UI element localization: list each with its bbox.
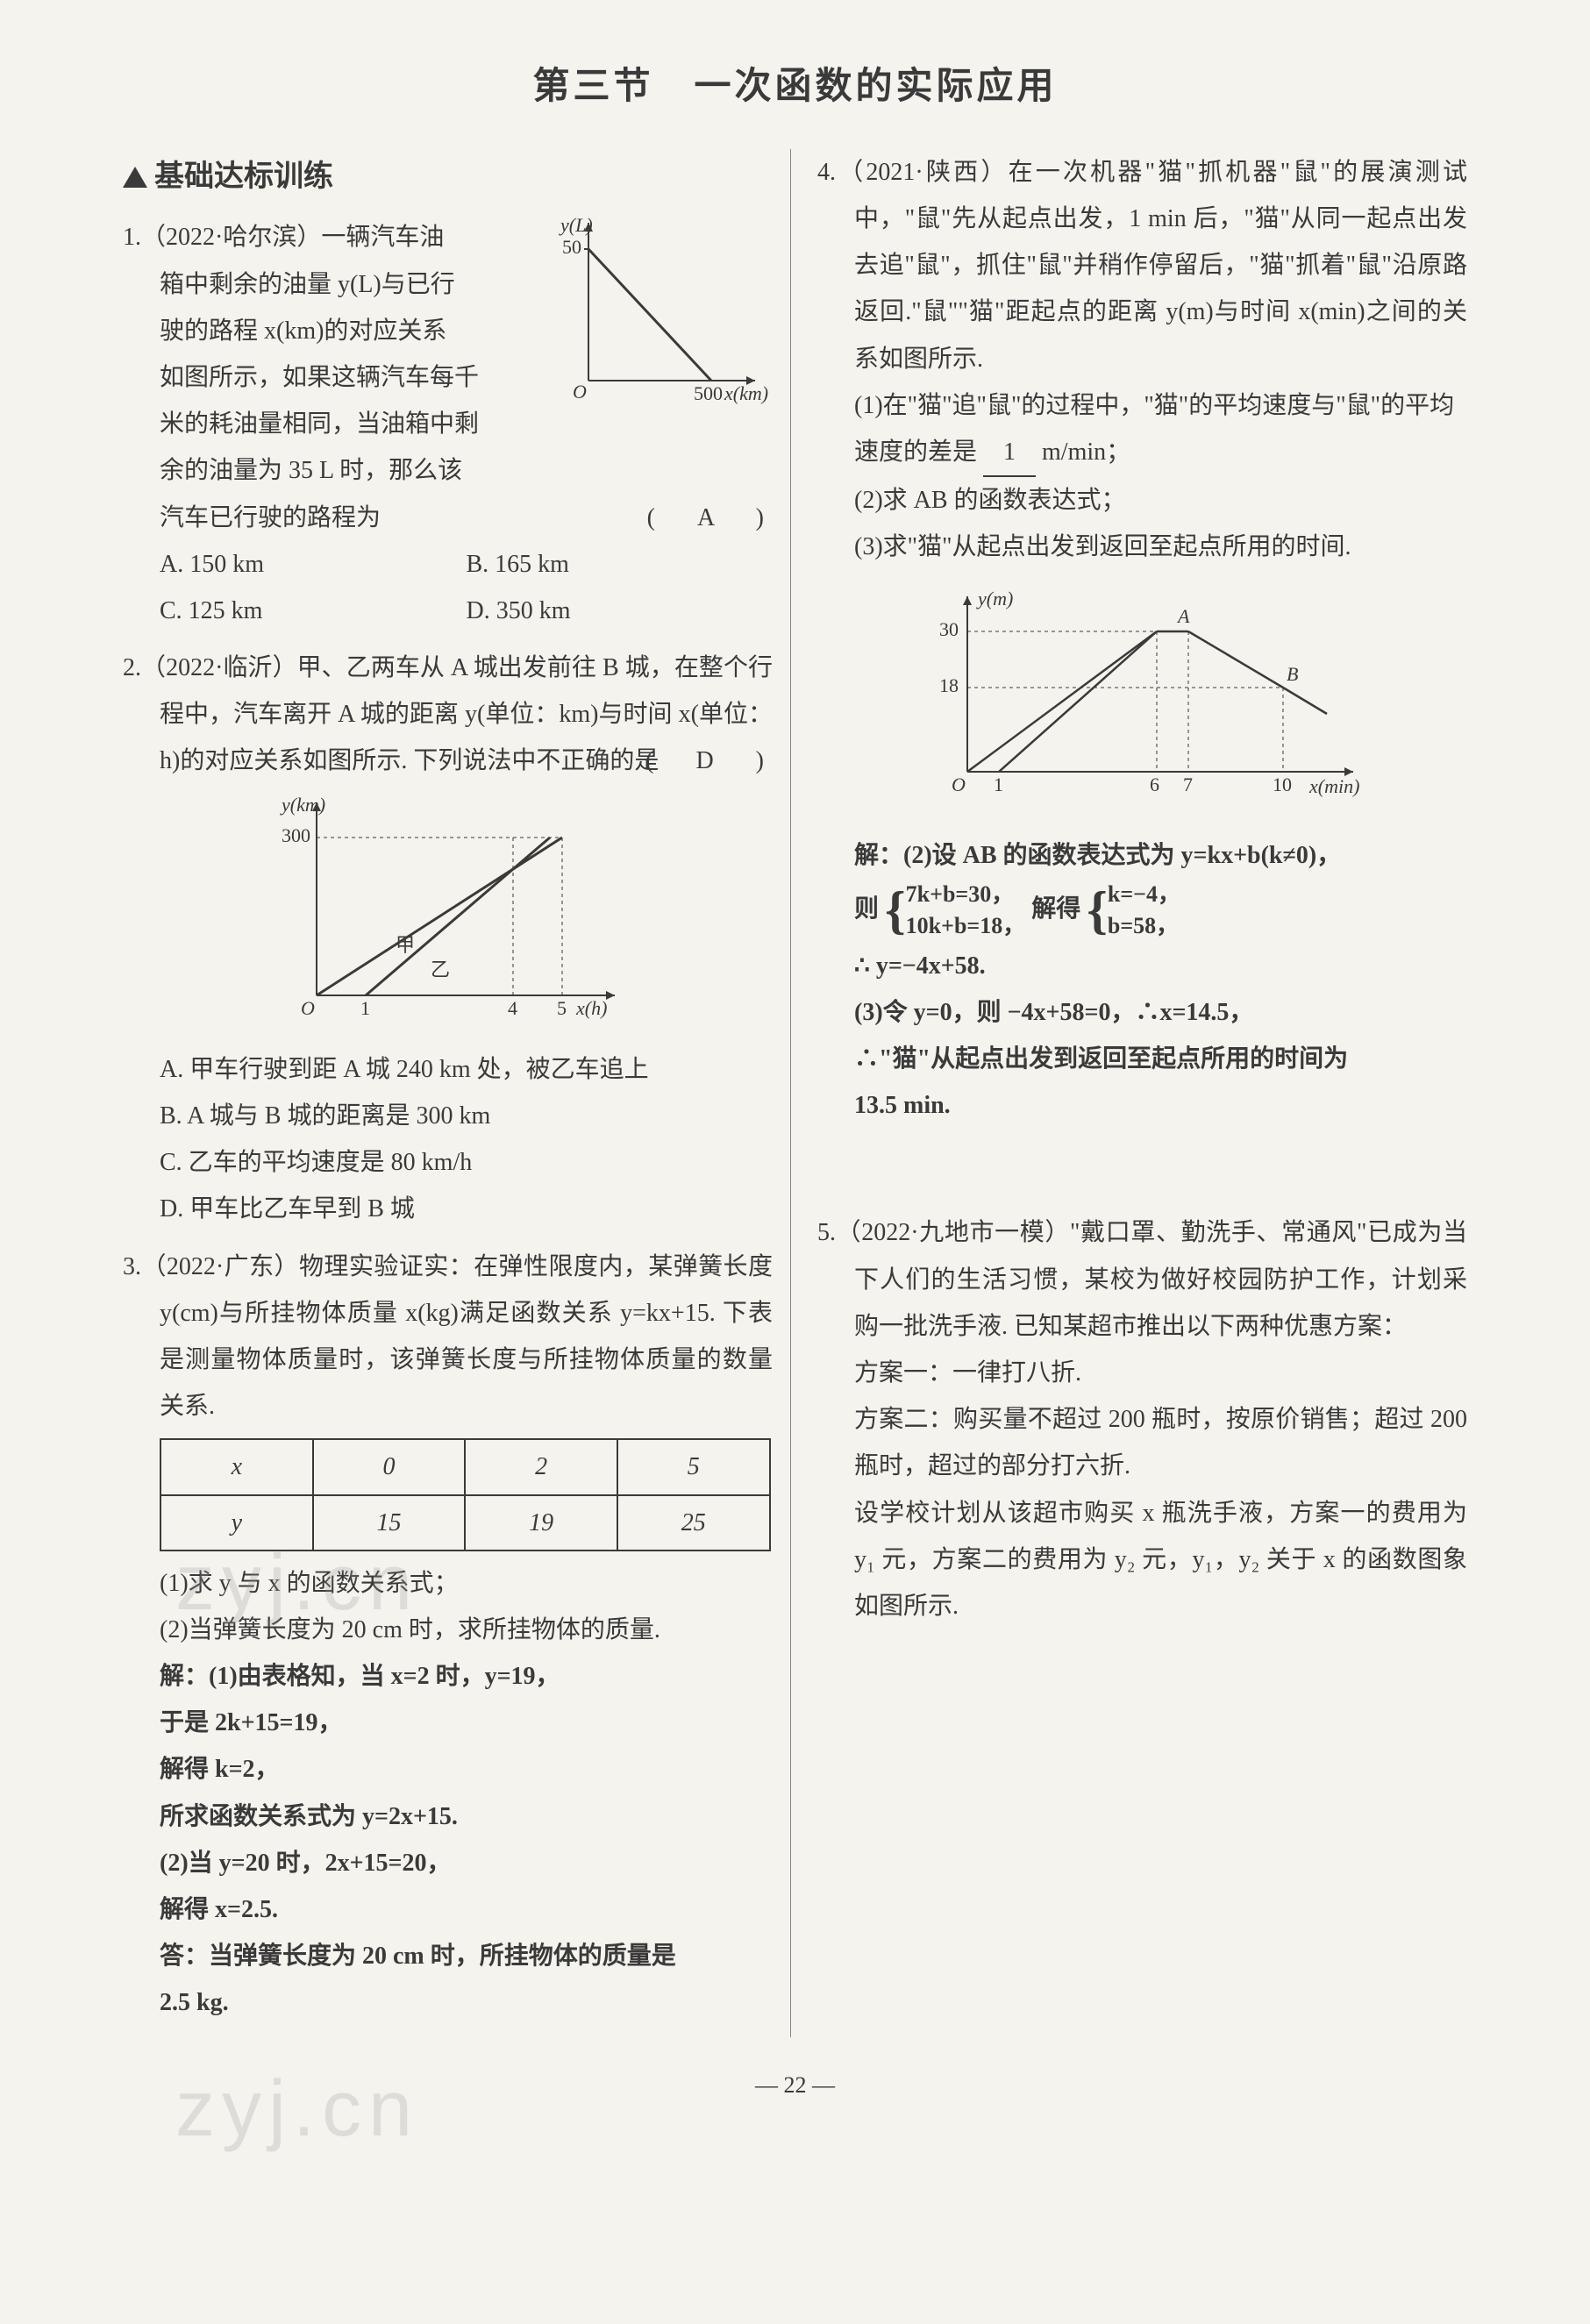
q4-text: 4.（2021·陕西）在一次机器"猫"抓机器"鼠"的展演测试中，"鼠"先从起点出…	[817, 149, 1467, 382]
sol-line: 解：(1)由表格知，当 x=2 时，y=19，	[123, 1653, 773, 1700]
option: D. 350 km	[467, 588, 774, 634]
q2-chart: 300 O 1 4 5 x(h) y(km) 甲 乙	[123, 785, 773, 1046]
right-column: 4.（2021·陕西）在一次机器"猫"抓机器"鼠"的展演测试中，"鼠"先从起点出…	[809, 149, 1467, 2037]
q1-line: 驶的路程 x(km)的对应关系	[123, 308, 545, 354]
section-header-basic: 基础达标训练	[123, 149, 773, 206]
sol-line: 13.5 min.	[817, 1082, 1467, 1129]
svg-text:O: O	[952, 773, 966, 795]
option: C. 125 km	[160, 588, 467, 634]
svg-text:5: 5	[557, 997, 567, 1019]
option: A. 甲车行驶到距 A 城 240 km 处，被乙车追上	[123, 1046, 773, 1093]
q1-line: 余的油量为 35 L 时，那么该	[123, 447, 545, 494]
q3-text: 3.（2022·广东）物理实验证实：在弹性限度内，某弹簧长度 y(cm)与所挂物…	[123, 1244, 773, 1430]
svg-text:x(min): x(min)	[1308, 775, 1359, 797]
q4-chart: 30 18 O 1 6 7 10 x(min) y(m) A B	[817, 579, 1467, 823]
sol-line: 于是 2k+15=19，	[123, 1700, 773, 1746]
sol-line: 解得 k=2，	[123, 1746, 773, 1793]
sol-line: 解得 x=2.5.	[123, 1886, 773, 1933]
q4-sub3: (3)求"猫"从起点出发到返回至起点所用的时间.	[817, 524, 1467, 570]
left-column: 基础达标训练 1.（2022·哈尔滨）一辆汽车油 箱中剩余的油量 y(L)与已行…	[123, 149, 791, 2037]
triangle-icon	[123, 167, 147, 188]
svg-text:O: O	[301, 997, 315, 1019]
svg-text:B: B	[1287, 663, 1298, 685]
option: B. A 城与 B 城的距离是 300 km	[123, 1093, 773, 1139]
q5-text: 5.（2022·九地市一模）"戴口罩、勤洗手、常通风"已成为当下人们的生活习惯，…	[817, 1209, 1467, 1350]
chart-xlabel: 500	[694, 382, 723, 404]
q2-answer: ( D )	[682, 738, 773, 784]
section-header-text: 基础达标训练	[154, 149, 333, 206]
sol-line: ∴ y=−4x+58.	[817, 943, 1467, 989]
q3-sub1: (1)求 y 与 x 的函数关系式；	[123, 1560, 773, 1607]
q1-chart: 50 500 O y(L) x(km)	[553, 214, 773, 494]
sol-line: 2.5 kg.	[123, 1979, 773, 2026]
svg-text:7: 7	[1183, 773, 1193, 795]
q4-sub2: (2)求 AB 的函数表达式；	[817, 477, 1467, 524]
question-3: 3.（2022·广东）物理实验证实：在弹性限度内，某弹簧长度 y(cm)与所挂物…	[123, 1244, 773, 2027]
svg-text:30: 30	[939, 618, 959, 640]
svg-text:6: 6	[1150, 773, 1159, 795]
sol-line: 答：当弹簧长度为 20 cm 时，所挂物体的质量是	[123, 1933, 773, 1979]
svg-text:y(L): y(L)	[559, 214, 593, 236]
chart-ylabel: 50	[562, 236, 581, 258]
watermark: zyj.cn	[175, 2035, 419, 2185]
q1-line: 1.（2022·哈尔滨）一辆汽车油	[123, 214, 545, 260]
q3-sub2: (2)当弹簧长度为 20 cm 时，求所挂物体的质量.	[123, 1607, 773, 1653]
sol-line: ∴"猫"从起点出发到返回至起点所用的时间为	[817, 1036, 1467, 1082]
question-1: 1.（2022·哈尔滨）一辆汽车油 箱中剩余的油量 y(L)与已行 驶的路程 x…	[123, 214, 773, 634]
page-title: 第三节 一次函数的实际应用	[123, 53, 1467, 123]
svg-text:1: 1	[994, 773, 1003, 795]
q3-table: x 0 2 5 y 15 19 25	[160, 1438, 771, 1551]
svg-text:乙: 乙	[431, 959, 450, 980]
svg-text:A: A	[1176, 605, 1190, 627]
svg-text:1: 1	[360, 997, 370, 1019]
q5-plan1: 方案一：一律打八折.	[817, 1350, 1467, 1396]
svg-text:300: 300	[282, 824, 310, 846]
svg-text:10: 10	[1273, 773, 1292, 795]
q1-line: 汽车已行驶的路程为	[160, 504, 381, 531]
question-5: 5.（2022·九地市一模）"戴口罩、勤洗手、常通风"已成为当下人们的生活习惯，…	[817, 1209, 1467, 1629]
option: B. 165 km	[467, 541, 774, 588]
option: D. 甲车比乙车早到 B 城	[123, 1186, 773, 1232]
svg-text:甲: 甲	[396, 934, 415, 956]
svg-text:4: 4	[508, 997, 517, 1019]
q1-options: A. 150 km B. 165 km C. 125 km D. 350 km	[123, 541, 773, 634]
svg-text:y(km): y(km)	[280, 794, 325, 816]
sol-line: 所求函数关系式为 y=2x+15.	[123, 1793, 773, 1840]
q5-plan2: 方案二：购买量不超过 200 瓶时，按原价销售；超过 200 瓶时，超过的部分打…	[817, 1396, 1467, 1489]
sol-system: 则 { 7k+b=30， 10k+b=18， 解得 { k=−4， b=58，	[817, 879, 1467, 943]
option: A. 150 km	[160, 541, 467, 588]
option: C. 乙车的平均速度是 80 km/h	[123, 1139, 773, 1186]
table-row: x 0 2 5	[160, 1439, 770, 1494]
question-2: 2.（2022·临沂）甲、乙两车从 A 城出发前往 B 城，在整个行程中，汽车离…	[123, 645, 773, 1233]
blank-answer: 1	[983, 429, 1036, 477]
svg-text:y(m): y(m)	[976, 588, 1013, 610]
two-column-layout: 基础达标训练 1.（2022·哈尔滨）一辆汽车油 箱中剩余的油量 y(L)与已行…	[123, 149, 1467, 2037]
svg-text:O: O	[573, 381, 587, 403]
svg-text:x(h): x(h)	[575, 997, 607, 1019]
svg-text:18: 18	[939, 674, 959, 696]
q1-line: 箱中剩余的油量 y(L)与已行	[123, 261, 545, 308]
q4-sub1: (1)在"猫"追"鼠"的过程中，"猫"的平均速度与"鼠"的平均速度的差是 1 m…	[817, 382, 1467, 477]
sol-line: (3)令 y=0，则 −4x+58=0，∴x=14.5，	[817, 989, 1467, 1036]
question-4: 4.（2021·陕西）在一次机器"猫"抓机器"鼠"的展演测试中，"鼠"先从起点出…	[817, 149, 1467, 1130]
page-number: — 22 —	[123, 2064, 1467, 2107]
q1-line: 米的耗油量相同，当油箱中剩	[123, 401, 545, 447]
sol-line: (2)当 y=20 时，2x+15=20，	[123, 1840, 773, 1886]
svg-text:x(km): x(km)	[724, 382, 768, 404]
q5-tail: 设学校计划从该超市购买 x 瓶洗手液，方案一的费用为 y₁ 元，方案二的费用为 …	[817, 1490, 1467, 1630]
q1-line: 如图所示，如果这辆汽车每千	[123, 354, 545, 401]
q1-answer: ( A )	[647, 495, 773, 541]
table-row: y 15 19 25	[160, 1495, 770, 1551]
sol-line: 解：(2)设 AB 的函数表达式为 y=kx+b(k≠0)，	[817, 832, 1467, 879]
